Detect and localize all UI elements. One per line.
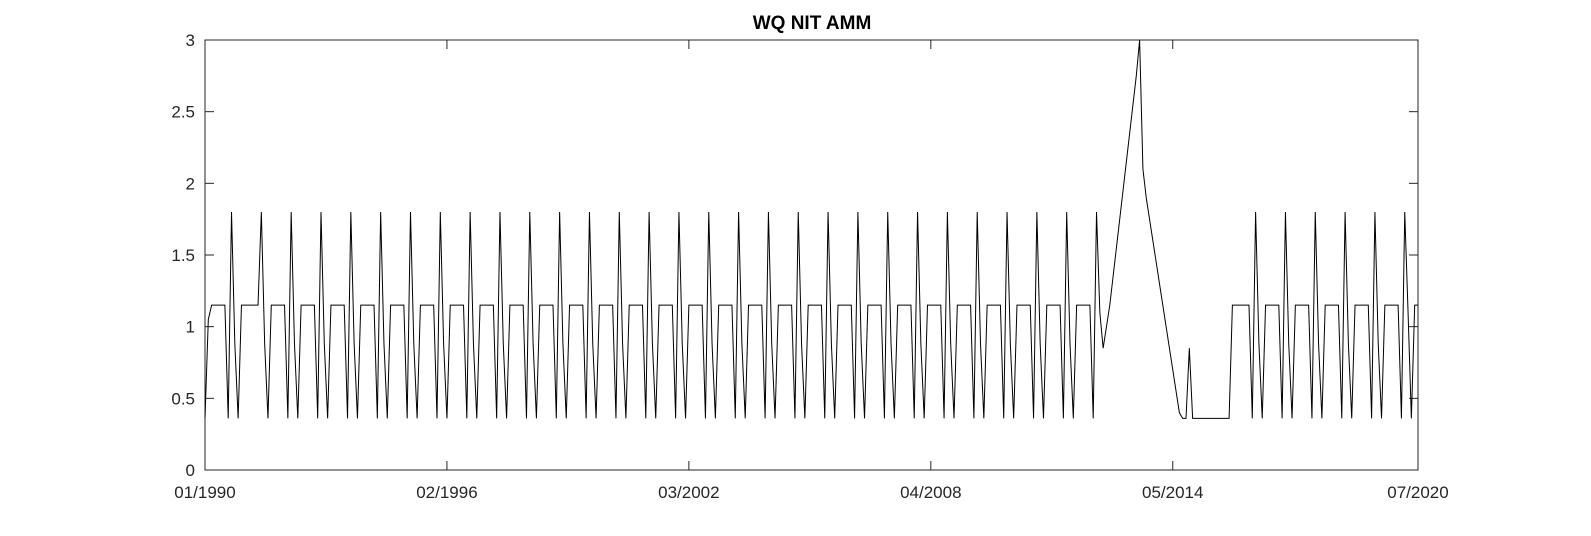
- series-line: [204, 39, 1418, 419]
- y-axis: 0 0.5 1 1.5 2 2.5 3: [171, 31, 1418, 480]
- chart-title: WQ NIT AMM: [753, 13, 872, 34]
- x-tick-label: 01/1990: [174, 483, 235, 502]
- y-tick-label: 1: [186, 318, 195, 337]
- y-tick-label: 3: [186, 31, 195, 50]
- y-tick-label: 1.5: [171, 246, 195, 265]
- y-tick-label: 2: [186, 174, 195, 193]
- x-tick-label: 03/2002: [658, 483, 719, 502]
- x-tick-label: 04/2008: [900, 483, 961, 502]
- x-axis: 01/1990 02/1996 03/2002 04/2008 05/2014 07/20…: [174, 40, 1449, 502]
- x-tick-label: 02/1996: [416, 483, 477, 502]
- x-tick-label: 05/2014: [1142, 483, 1203, 502]
- y-tick-label: 0: [186, 461, 195, 480]
- y-tick-label: 2.5: [171, 103, 195, 122]
- y-tick-label: 0.5: [171, 389, 195, 408]
- x-tick-label: 07/2020: [1387, 483, 1448, 502]
